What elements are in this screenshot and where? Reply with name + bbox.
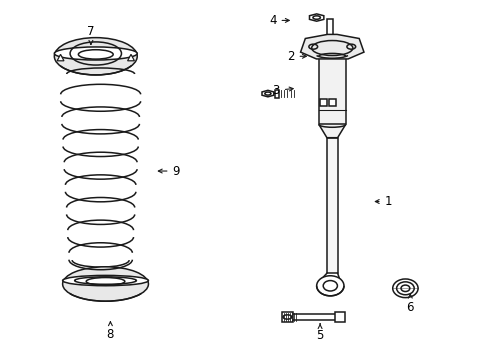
Polygon shape (309, 14, 323, 21)
Polygon shape (127, 54, 134, 61)
Polygon shape (318, 125, 345, 138)
Bar (326, 19, 332, 39)
Polygon shape (300, 35, 363, 59)
Text: 3: 3 (272, 84, 293, 97)
Bar (326, 138, 337, 273)
Bar (318, 56, 345, 125)
Text: 5: 5 (316, 324, 323, 342)
Polygon shape (57, 54, 64, 61)
Ellipse shape (62, 275, 148, 286)
Ellipse shape (392, 279, 417, 298)
Bar (275, 90, 279, 98)
Bar (328, 99, 335, 107)
Text: 6: 6 (406, 294, 413, 314)
Ellipse shape (54, 38, 137, 75)
Text: 2: 2 (286, 50, 305, 63)
Ellipse shape (316, 276, 343, 296)
Ellipse shape (62, 267, 148, 301)
Text: 9: 9 (158, 165, 180, 177)
Bar (281, 312, 293, 321)
Text: 4: 4 (268, 14, 288, 27)
Polygon shape (262, 90, 273, 97)
Ellipse shape (54, 47, 137, 60)
Bar (334, 312, 345, 321)
Text: 7: 7 (87, 25, 95, 44)
Text: 1: 1 (374, 195, 391, 208)
Bar (282, 314, 336, 320)
Text: 8: 8 (106, 322, 114, 341)
Bar (320, 99, 326, 107)
